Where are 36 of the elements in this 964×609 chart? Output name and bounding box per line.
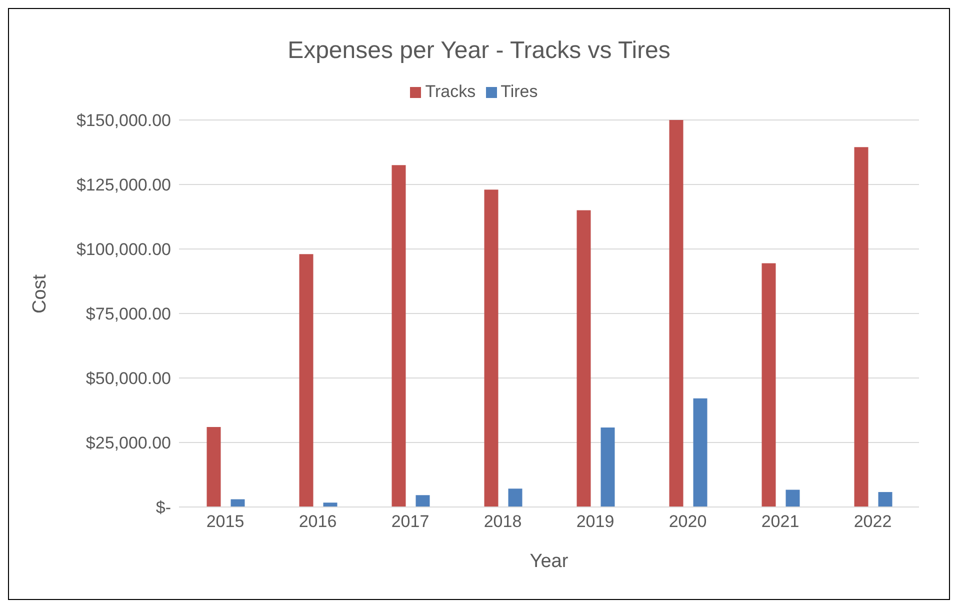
legend-label: Tires bbox=[500, 82, 538, 101]
x-tick-label: 2021 bbox=[761, 512, 800, 532]
x-tick-label: 2015 bbox=[206, 512, 244, 532]
x-tick-label: 2020 bbox=[668, 512, 707, 532]
x-tick-label: 2017 bbox=[391, 512, 430, 532]
bar bbox=[416, 495, 430, 507]
bar bbox=[230, 499, 245, 507]
bar bbox=[576, 210, 591, 507]
chart-title: Expenses per Year - Tracks vs Tires bbox=[286, 36, 672, 66]
bar bbox=[878, 492, 892, 507]
bar bbox=[508, 488, 522, 507]
y-tick-label: $125,000.00 bbox=[76, 176, 171, 195]
legend-label: Tracks bbox=[425, 82, 476, 101]
y-tick-label: $75,000.00 bbox=[86, 304, 171, 324]
y-tick-label: $100,000.00 bbox=[76, 240, 171, 260]
y-tick-label: $- bbox=[156, 498, 171, 518]
y-tick-label: $25,000.00 bbox=[86, 434, 171, 453]
bar bbox=[484, 190, 498, 507]
bar bbox=[786, 490, 800, 507]
y-axis-title: Cost bbox=[30, 274, 51, 314]
x-tick-label: 2019 bbox=[576, 512, 614, 532]
bar bbox=[762, 263, 776, 507]
bar bbox=[854, 147, 868, 507]
x-tick-label: 2022 bbox=[854, 512, 892, 532]
y-tick-label: $50,000.00 bbox=[86, 369, 171, 388]
bar bbox=[206, 427, 221, 507]
bar bbox=[323, 502, 338, 507]
x-tick-label: 2018 bbox=[484, 512, 522, 532]
y-tick-label: $150,000.00 bbox=[76, 111, 171, 130]
bar bbox=[299, 254, 314, 507]
bar bbox=[600, 428, 615, 507]
bar bbox=[392, 165, 406, 507]
x-tick-label: 2016 bbox=[298, 512, 337, 532]
bar bbox=[669, 120, 684, 507]
x-axis-title: Year bbox=[530, 551, 569, 572]
bar bbox=[693, 398, 708, 507]
